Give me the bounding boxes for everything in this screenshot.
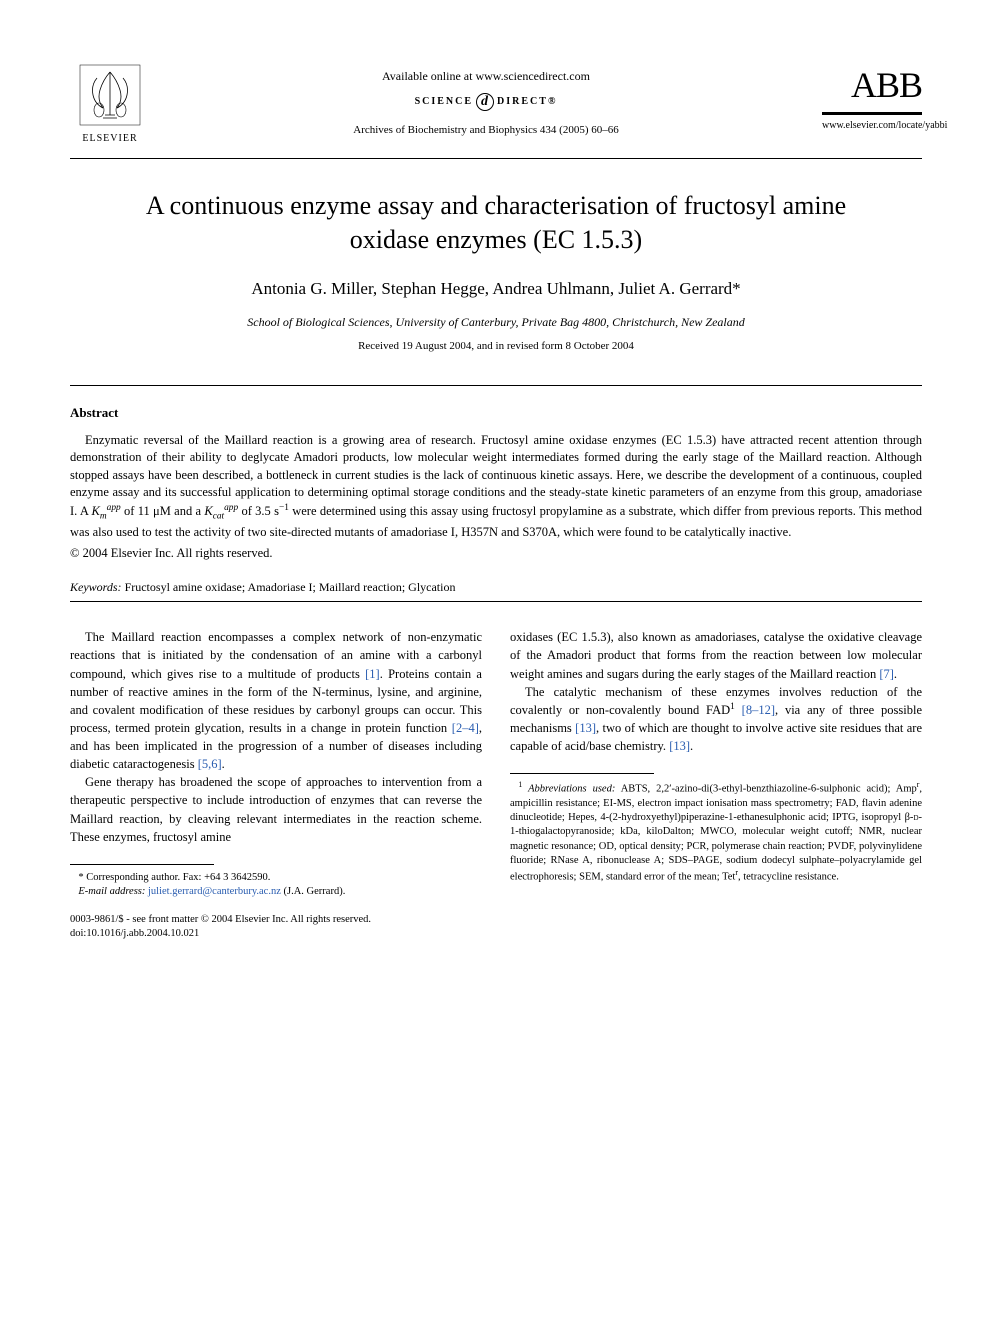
right-paragraph-2: The catalytic mechanism of these enzymes…	[510, 683, 922, 756]
ref-link-13b[interactable]: [13]	[669, 739, 690, 753]
email-tail: (J.A. Gerrard).	[281, 886, 345, 897]
km-sub: m	[100, 511, 107, 521]
doi-line: doi:10.1016/j.abb.2004.10.021	[70, 927, 482, 941]
sciencedirect-d-icon	[476, 93, 494, 111]
journal-url: www.elsevier.com/locate/yabbi	[822, 119, 922, 133]
header-center: Available online at www.sciencedirect.co…	[150, 60, 822, 138]
journal-reference: Archives of Biochemistry and Biophysics …	[150, 123, 822, 138]
page-header: ELSEVIER Available online at www.science…	[70, 60, 922, 150]
right-column: oxidases (EC 1.5.3), also known as amado…	[510, 628, 922, 940]
elsevier-tree-icon	[75, 60, 145, 130]
email-address[interactable]: juliet.gerrard@canterbury.ac.nz	[145, 886, 281, 897]
fn-abbrev-label: Abbreviations used:	[522, 784, 615, 795]
corr-author-line: * Corresponding author. Fax: +64 3 36425…	[70, 871, 482, 885]
abbreviations-footnote: 1 Abbreviations used: ABTS, 2,2′-azino-d…	[510, 780, 922, 884]
sciencedirect-left: SCIENCE	[415, 95, 473, 109]
body-two-column: The Maillard reaction encompasses a comp…	[70, 628, 922, 940]
journal-abb-logo: ABB www.elsevier.com/locate/yabbi	[822, 60, 922, 133]
keywords-text: Fructosyl amine oxidase; Amadoriase I; M…	[122, 580, 456, 594]
footnote-rule-right	[510, 773, 654, 774]
keywords-line: Keywords: Fructosyl amine oxidase; Amado…	[70, 579, 922, 596]
keywords-label: Keywords:	[70, 580, 122, 594]
fn-body-d: , tetracycline resistance.	[738, 871, 839, 882]
ref-link-5-6[interactable]: [5,6]	[198, 757, 222, 771]
available-online-text: Available online at www.sciencedirect.co…	[150, 68, 822, 85]
rp1-b: .	[894, 667, 897, 681]
rp1-a: oxidases (EC 1.5.3), also known as amado…	[510, 630, 922, 680]
kcat-k: K	[204, 504, 212, 518]
kcat-sup: app	[224, 503, 238, 513]
article-title: A continuous enzyme assay and characteri…	[110, 189, 882, 257]
email-line: E-mail address: juliet.gerrard@canterbur…	[70, 885, 482, 899]
ref-link-2-4[interactable]: [2–4]	[452, 721, 479, 735]
front-matter-line: 0003-9861/$ - see front matter © 2004 El…	[70, 913, 482, 927]
kcat-unit-sup: −1	[279, 503, 289, 513]
kcat-sub: cat	[213, 511, 224, 521]
sciencedirect-logo: SCIENCE DIRECT®	[415, 93, 558, 111]
ref-link-1[interactable]: [1]	[365, 667, 380, 681]
km-k: K	[92, 504, 100, 518]
pre-abstract-rule	[70, 385, 922, 386]
ref-link-7[interactable]: [7]	[879, 667, 894, 681]
intro-paragraph-2: Gene therapy has broadened the scope of …	[70, 773, 482, 846]
corresponding-author-footnote: * Corresponding author. Fax: +64 3 36425…	[70, 871, 482, 899]
affiliation: School of Biological Sciences, Universit…	[70, 314, 922, 331]
post-keywords-rule	[70, 601, 922, 602]
ref-link-8-12[interactable]: [8–12]	[742, 703, 775, 717]
elsevier-logo: ELSEVIER	[70, 60, 150, 150]
right-paragraph-1: oxidases (EC 1.5.3), also known as amado…	[510, 628, 922, 682]
km-sup: app	[107, 503, 121, 513]
rp2-b	[735, 703, 742, 717]
abstract-kcat-text: of 3.5 s	[238, 504, 279, 518]
left-column: The Maillard reaction encompasses a comp…	[70, 628, 482, 940]
abstract-heading: Abstract	[70, 404, 922, 422]
ref-link-13a[interactable]: [13]	[575, 721, 596, 735]
p1-d: .	[222, 757, 225, 771]
elsevier-label: ELSEVIER	[82, 132, 137, 146]
abstract-km-text: of 11 μM and a	[121, 504, 205, 518]
footnote-rule-left	[70, 864, 214, 865]
abstract-body: Enzymatic reversal of the Maillard react…	[70, 432, 922, 541]
rp2-e: .	[690, 739, 693, 753]
intro-paragraph-1: The Maillard reaction encompasses a comp…	[70, 628, 482, 773]
fn-body-a: ABTS, 2,2′-azino-di(3-ethyl-benzthiazoli…	[615, 784, 916, 795]
doi-block: 0003-9861/$ - see front matter © 2004 El…	[70, 913, 482, 940]
sciencedirect-right: DIRECT®	[497, 95, 557, 109]
copyright-line: © 2004 Elsevier Inc. All rights reserved…	[70, 545, 922, 563]
author-list: Antonia G. Miller, Stephan Hegge, Andrea…	[70, 277, 922, 301]
email-label: E-mail address:	[78, 886, 145, 897]
header-rule	[70, 158, 922, 159]
received-dates: Received 19 August 2004, and in revised …	[70, 339, 922, 354]
abb-text: ABB	[822, 60, 922, 115]
